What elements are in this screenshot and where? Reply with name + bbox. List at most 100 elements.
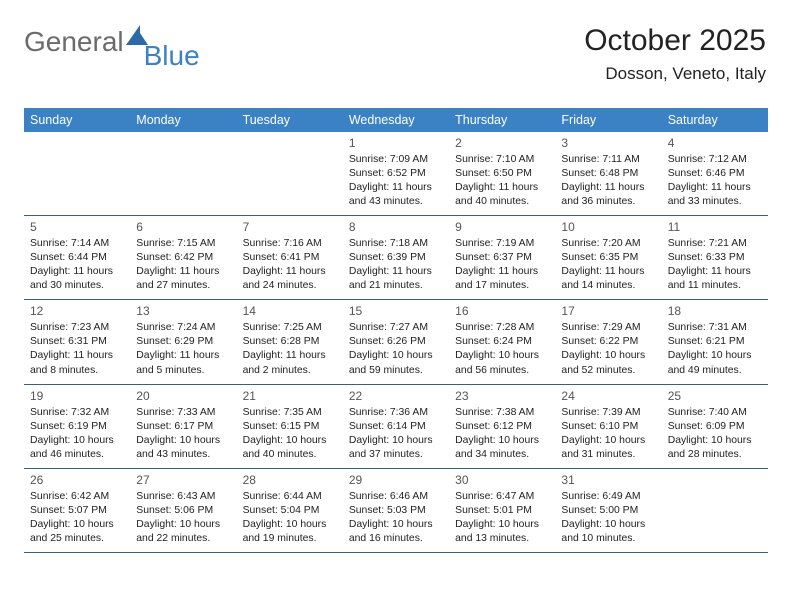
month-title: October 2025 [584,24,766,58]
sunrise-text: Sunrise: 6:42 AM [30,490,124,504]
page-header: October 2025 Dosson, Veneto, Italy [584,24,766,84]
daylight-text: Daylight: 10 hours [668,434,762,448]
day-number: 8 [349,220,443,234]
daylight-text: and 10 minutes. [561,532,655,546]
sunrise-text: Sunrise: 7:16 AM [243,237,337,251]
sunrise-text: Sunrise: 7:28 AM [455,321,549,335]
daylight-text: Daylight: 11 hours [243,349,337,363]
day-number: 27 [136,473,230,487]
daylight-text: Daylight: 10 hours [455,434,549,448]
sunset-text: Sunset: 6:50 PM [455,167,549,181]
day-number: 11 [668,220,762,234]
daylight-text: Daylight: 11 hours [136,265,230,279]
sunset-text: Sunset: 6:12 PM [455,420,549,434]
daylight-text: and 17 minutes. [455,279,549,293]
daylight-text: Daylight: 10 hours [561,349,655,363]
daylight-text: and 49 minutes. [668,364,762,378]
day-header: Wednesday [343,108,449,132]
sunset-text: Sunset: 6:15 PM [243,420,337,434]
calendar-week-row: 19Sunrise: 7:32 AMSunset: 6:19 PMDayligh… [24,385,768,469]
calendar-day-cell: 3Sunrise: 7:11 AMSunset: 6:48 PMDaylight… [555,132,661,215]
sunset-text: Sunset: 6:52 PM [349,167,443,181]
daylight-text: and 52 minutes. [561,364,655,378]
sunrise-text: Sunrise: 7:35 AM [243,406,337,420]
sunrise-text: Sunrise: 7:23 AM [30,321,124,335]
sunset-text: Sunset: 6:26 PM [349,335,443,349]
sunrise-text: Sunrise: 7:19 AM [455,237,549,251]
daylight-text: and 59 minutes. [349,364,443,378]
calendar-week-row: 1Sunrise: 7:09 AMSunset: 6:52 PMDaylight… [24,132,768,216]
day-number: 14 [243,304,337,318]
calendar-day-cell: 13Sunrise: 7:24 AMSunset: 6:29 PMDayligh… [130,300,236,383]
daylight-text: and 8 minutes. [30,364,124,378]
calendar-day-cell: 19Sunrise: 7:32 AMSunset: 6:19 PMDayligh… [24,385,130,468]
day-number: 19 [30,389,124,403]
daylight-text: Daylight: 11 hours [561,265,655,279]
calendar-day-cell: 7Sunrise: 7:16 AMSunset: 6:41 PMDaylight… [237,216,343,299]
daylight-text: and 22 minutes. [136,532,230,546]
daylight-text: Daylight: 10 hours [561,518,655,532]
daylight-text: Daylight: 11 hours [243,265,337,279]
calendar-day-cell: 4Sunrise: 7:12 AMSunset: 6:46 PMDaylight… [662,132,768,215]
sunrise-text: Sunrise: 7:36 AM [349,406,443,420]
sunrise-text: Sunrise: 7:25 AM [243,321,337,335]
sunset-text: Sunset: 6:24 PM [455,335,549,349]
sunset-text: Sunset: 6:29 PM [136,335,230,349]
daylight-text: Daylight: 10 hours [668,349,762,363]
sunset-text: Sunset: 6:42 PM [136,251,230,265]
sunrise-text: Sunrise: 7:29 AM [561,321,655,335]
logo-word-2: Blue [144,42,200,70]
sunrise-text: Sunrise: 6:47 AM [455,490,549,504]
sunset-text: Sunset: 6:41 PM [243,251,337,265]
sunset-text: Sunset: 6:35 PM [561,251,655,265]
calendar-day-cell: 23Sunrise: 7:38 AMSunset: 6:12 PMDayligh… [449,385,555,468]
sunrise-text: Sunrise: 7:15 AM [136,237,230,251]
sunrise-text: Sunrise: 7:09 AM [349,153,443,167]
daylight-text: and 2 minutes. [243,364,337,378]
daylight-text: and 40 minutes. [243,448,337,462]
day-number: 17 [561,304,655,318]
sunset-text: Sunset: 5:07 PM [30,504,124,518]
daylight-text: and 13 minutes. [455,532,549,546]
day-number: 2 [455,136,549,150]
calendar-day-cell: 14Sunrise: 7:25 AMSunset: 6:28 PMDayligh… [237,300,343,383]
day-number: 15 [349,304,443,318]
day-number: 22 [349,389,443,403]
daylight-text: and 19 minutes. [243,532,337,546]
daylight-text: and 16 minutes. [349,532,443,546]
daylight-text: and 37 minutes. [349,448,443,462]
daylight-text: Daylight: 11 hours [349,181,443,195]
sunset-text: Sunset: 6:10 PM [561,420,655,434]
sunset-text: Sunset: 6:09 PM [668,420,762,434]
day-number: 30 [455,473,549,487]
daylight-text: Daylight: 10 hours [243,434,337,448]
sunset-text: Sunset: 6:48 PM [561,167,655,181]
calendar-day-cell: 18Sunrise: 7:31 AMSunset: 6:21 PMDayligh… [662,300,768,383]
sunrise-text: Sunrise: 7:27 AM [349,321,443,335]
logo-word-1: General [24,28,124,56]
daylight-text: Daylight: 11 hours [455,181,549,195]
calendar-day-cell: 15Sunrise: 7:27 AMSunset: 6:26 PMDayligh… [343,300,449,383]
sunset-text: Sunset: 6:44 PM [30,251,124,265]
daylight-text: Daylight: 10 hours [455,518,549,532]
sunrise-text: Sunrise: 7:20 AM [561,237,655,251]
calendar-day-cell: 2Sunrise: 7:10 AMSunset: 6:50 PMDaylight… [449,132,555,215]
day-number: 25 [668,389,762,403]
sunrise-text: Sunrise: 6:44 AM [243,490,337,504]
calendar-day-cell: 11Sunrise: 7:21 AMSunset: 6:33 PMDayligh… [662,216,768,299]
day-number: 12 [30,304,124,318]
calendar-day-cell [237,132,343,215]
day-number: 10 [561,220,655,234]
calendar-day-cell: 1Sunrise: 7:09 AMSunset: 6:52 PMDaylight… [343,132,449,215]
sunrise-text: Sunrise: 7:11 AM [561,153,655,167]
sunset-text: Sunset: 6:14 PM [349,420,443,434]
sunset-text: Sunset: 6:17 PM [136,420,230,434]
day-number: 18 [668,304,762,318]
calendar-week-row: 12Sunrise: 7:23 AMSunset: 6:31 PMDayligh… [24,300,768,384]
calendar-day-cell: 27Sunrise: 6:43 AMSunset: 5:06 PMDayligh… [130,469,236,552]
day-number: 26 [30,473,124,487]
location-label: Dosson, Veneto, Italy [584,64,766,84]
sunset-text: Sunset: 6:46 PM [668,167,762,181]
day-number: 21 [243,389,337,403]
sunrise-text: Sunrise: 7:40 AM [668,406,762,420]
